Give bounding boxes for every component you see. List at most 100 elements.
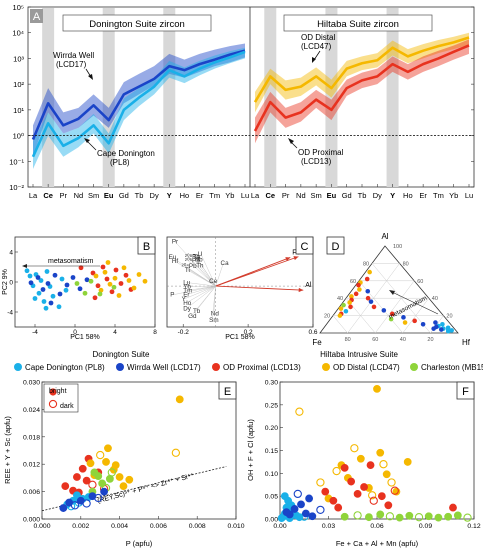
xtick-label-y: Y — [167, 191, 172, 200]
xtick-label-nd: Nd — [296, 191, 306, 200]
panel-a-ree-plot: 10⁻² 10⁻¹ 10⁰ 10¹ 10² 10³ 10⁴ 10⁵ La Ce Pr Nd Sm Eu G… — [9, 3, 475, 200]
panel-point-lcd13-bright — [61, 482, 70, 491]
panel-point-mb158-bright — [376, 510, 385, 519]
line-od-proximal-lcd13- — [253, 44, 470, 132]
panel-point-lcd47-bright — [86, 459, 95, 468]
panel-d-point-lcd17 — [368, 299, 374, 304]
loading-label: Nd — [211, 311, 220, 318]
panel-point-lcd47-dark — [96, 450, 105, 460]
xtick-label-tb: Tb — [358, 191, 367, 200]
loading-label: ²⁰⁴Pb — [182, 263, 198, 270]
panel-d-point-lcd13 — [412, 318, 417, 324]
panel-point-pl8-bright — [277, 514, 286, 522]
highlight-column-eu — [102, 8, 115, 187]
panel-point-lcd13-bright — [353, 489, 362, 498]
panel-b-xlabel: PC1 58% — [70, 334, 100, 341]
ytick-label: 0.000 — [23, 517, 40, 524]
panel-point-lcd17-bright — [290, 505, 299, 513]
loading-label: Tb — [193, 308, 201, 315]
loading-label: U — [198, 251, 203, 258]
panel-d-point-mb158 — [341, 302, 346, 308]
panel-d-point-lcd17 — [365, 288, 371, 294]
ytick-label: 0.05 — [265, 494, 278, 501]
cape-code: (PL8) — [110, 158, 130, 167]
xtick-label: 0.002 — [72, 523, 89, 530]
panel-d-point-lcd13 — [371, 304, 377, 310]
panel-e-key-dark-marker — [48, 399, 58, 409]
panel-d-point-lcd47 — [338, 306, 344, 311]
xtick-label-tm: Tm — [433, 191, 444, 200]
panel-f-frame — [279, 381, 475, 520]
panel-d-point-lcd13 — [389, 311, 395, 317]
panel-a-letter-box — [30, 9, 43, 23]
panel-point-lcd47-dark — [171, 448, 181, 457]
ytick-label: 0.012 — [23, 462, 40, 469]
panel-b-point-pl8 — [38, 278, 44, 283]
band-od-proximal-lcd13- — [255, 39, 469, 144]
panel-point-lcd17-dark — [82, 499, 91, 508]
line-cape-donington-pl8- — [31, 50, 246, 158]
panel-e-ylabel: REE + Y + Sc (apfu) — [3, 416, 12, 484]
panel-point-lcd47-bright — [102, 458, 110, 466]
loading-label: Yb — [183, 284, 191, 291]
panel-b-ylabel: PC2 9% — [2, 269, 9, 295]
xtick-label-gd: Gd — [342, 191, 352, 200]
donington-title: Donington Suite zircon — [89, 19, 185, 30]
panel-b-point-lcd17 — [57, 291, 63, 297]
panel-e-xlabel: P (apfu) — [126, 539, 153, 548]
proximal-code: (LCD13) — [301, 157, 332, 166]
loading-label: Sm — [209, 317, 218, 324]
panel-d-letter-box — [326, 236, 345, 255]
panel-c-frame — [166, 236, 314, 328]
xtick-label: 0.008 — [189, 523, 206, 530]
panel-d-point-lcd17 — [420, 322, 426, 327]
panel-point-lcd13-bright — [340, 463, 349, 472]
line-wirrda-well-lcd17- — [31, 49, 246, 141]
loading-label: P — [170, 292, 174, 299]
panel-b-point-lcd47 — [142, 278, 148, 284]
panel-b-point-lcd47 — [112, 275, 118, 281]
panel-b-point-lcd47 — [107, 281, 113, 287]
loading-label: Pr — [172, 239, 178, 246]
panel-point-lcd13-bright — [334, 503, 343, 512]
legend-marker-pl8 — [14, 363, 22, 371]
ternary-tick-label-al: 80 — [363, 261, 369, 267]
ternary-tick-label-hf: 20 — [446, 314, 452, 320]
panel-point-mb158-dark — [385, 512, 395, 521]
loading-label: ²⁰⁶Pb — [185, 257, 200, 264]
panel-b-point-lcd17 — [48, 300, 54, 306]
panel-point-pl8-bright — [280, 492, 289, 501]
panel-d-metasomatism-arrow — [391, 291, 439, 315]
panel-b-point-pl8 — [32, 296, 38, 301]
panel-b-point-lcd17 — [77, 286, 83, 292]
ytick-label: 0.024 — [23, 407, 40, 414]
panel-point-mb158-bright — [424, 512, 433, 521]
panel-b-point-lcd47 — [126, 278, 132, 283]
loading-ray — [173, 285, 216, 295]
panel-b-point-lcd17 — [52, 272, 58, 278]
panel-b-point-pl8 — [63, 287, 69, 293]
panel-point-lcd47-dark — [379, 460, 388, 469]
xtick-label-gd: Gd — [119, 191, 129, 200]
xtick-label-pr: Pr — [282, 191, 290, 200]
ytick-label: 0.10 — [265, 471, 278, 478]
loading-ray — [190, 285, 216, 317]
highlight-column-ce — [42, 8, 55, 187]
ytick-label: 10¹ — [13, 106, 24, 115]
panel-point-lcd17-dark — [94, 493, 103, 503]
panel-b-point-lcd13 — [78, 265, 84, 271]
ytick-label: 10⁰ — [13, 132, 24, 141]
loading-label: Dy — [183, 306, 192, 313]
panel-point-mb158-bright — [395, 513, 404, 522]
xtick-label-lu: Lu — [465, 191, 473, 200]
panel-b-point-lcd17 — [84, 277, 90, 283]
ytick-label: 0.006 — [23, 489, 40, 496]
xtick-label: -4 — [32, 329, 38, 336]
loading-label: Ce — [209, 278, 218, 285]
panel-point-lcd17-bright — [282, 508, 291, 517]
loading-ray — [186, 285, 216, 309]
panel-d-point-lcd13 — [364, 276, 370, 282]
panel-point-lcd47-dark — [316, 478, 325, 487]
panel-point-lcd13-bright — [78, 464, 87, 473]
legend-label-lcd47: OD Distal (LCD47) — [333, 363, 400, 372]
